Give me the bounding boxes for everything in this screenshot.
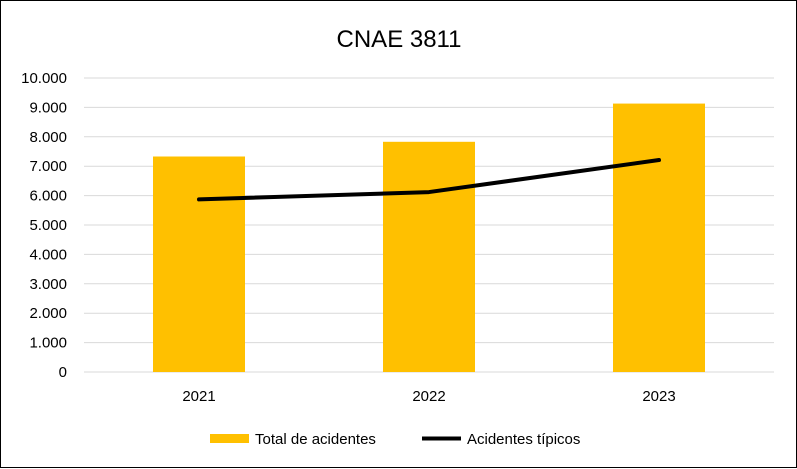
x-tick-label: 2021 [182,388,215,405]
line-acidentes-tipicos [197,158,661,202]
legend-swatch-total-de-acidentes [210,434,249,443]
y-tick-label: 9.000 [29,99,67,116]
bar-total-de-acidentes [613,103,705,372]
y-tick-label: 0 [59,364,67,381]
chart-title: CNAE 3811 [337,26,462,53]
y-tick-label: 10.000 [21,70,67,87]
x-tick-label: 2022 [412,388,445,405]
y-tick-label: 5.000 [29,217,67,234]
legend-label-acidentes-tipicos: Acidentes típicos [467,431,580,448]
y-tick-label: 8.000 [29,129,67,146]
y-tick-label: 2.000 [29,305,67,322]
legend-label-total-de-acidentes: Total de acidentes [255,431,376,448]
y-tick-label: 4.000 [29,246,67,263]
bar-total-de-acidentes [383,141,475,372]
y-tick-label: 3.000 [29,276,67,293]
y-tick-label: 1.000 [29,335,67,352]
x-tick-label: 2023 [642,388,675,405]
y-tick-label: 6.000 [29,188,67,205]
bar-total-de-acidentes [153,156,245,372]
y-tick-label: 7.000 [29,158,67,175]
